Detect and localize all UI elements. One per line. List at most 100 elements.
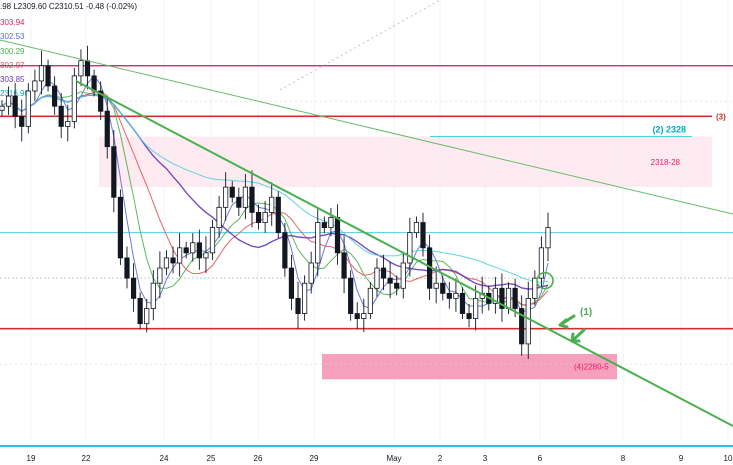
- candle-body: [45, 65, 51, 87]
- highlight-circle: [536, 271, 554, 290]
- candle-body: [150, 282, 156, 309]
- candle-body: [453, 292, 459, 299]
- candle-body: [242, 186, 248, 208]
- candle-body: [519, 308, 525, 345]
- candle-body: [321, 222, 327, 228]
- candle-body: [65, 120, 71, 127]
- candle-body: [394, 282, 400, 289]
- candle-body: [84, 60, 91, 77]
- zone-2318-28: [99, 136, 712, 188]
- candle-body: [499, 287, 505, 309]
- zone-2280-5: [322, 354, 617, 380]
- candle-body: [512, 287, 518, 309]
- candle-body: [459, 292, 466, 314]
- candle-body: [32, 80, 38, 92]
- candle-body: [348, 277, 354, 314]
- x-tick-label: 9: [679, 454, 684, 463]
- candle-body: [295, 297, 301, 314]
- candle-body: [190, 242, 196, 254]
- candle-body: [98, 90, 104, 112]
- candle-body: [104, 110, 110, 148]
- x-tick-label: 25: [207, 454, 216, 463]
- candle-body: [354, 313, 360, 320]
- candle-body: [177, 247, 183, 264]
- candle-body: [374, 267, 380, 289]
- x-tick-label: 26: [254, 454, 263, 463]
- candle-body: [269, 196, 275, 213]
- candle-body: [203, 252, 209, 259]
- candle-body: [315, 222, 321, 264]
- ma-line: [1, 91, 549, 307]
- ma-line: [1, 90, 549, 306]
- candle-body: [223, 186, 229, 208]
- candle-body: [5, 95, 12, 107]
- candle-body: [216, 206, 222, 228]
- x-tick-label: 3: [483, 454, 488, 463]
- candle-body: [308, 262, 314, 284]
- candle-body: [420, 222, 426, 249]
- ma-legend-value-3: 300.29: [0, 46, 25, 56]
- candle-body: [236, 196, 242, 208]
- x-tick-label: 29: [310, 454, 319, 463]
- zone-label-2280-5: (4)2280-5: [574, 363, 609, 372]
- x-tick-label: May: [386, 454, 401, 463]
- annotation-2: (2) 2328: [652, 125, 686, 135]
- ma-legend-value-5: 303.85: [0, 75, 25, 85]
- candle-body: [58, 105, 64, 127]
- ma-line: [1, 94, 549, 290]
- candle-body: [275, 196, 281, 234]
- trendline-main: [75, 80, 733, 427]
- annotation-1: (1): [580, 307, 592, 318]
- candle-body: [117, 196, 124, 259]
- candle-body: [387, 277, 393, 284]
- candle-body: [413, 222, 420, 234]
- x-axis: 19 22 24 25 26 29 May 2 3 6 8 9 10: [0, 445, 733, 463]
- ma-legend-value-6: 2316.96: [0, 89, 29, 99]
- x-tick-label: 2: [438, 454, 443, 463]
- candle-body: [262, 212, 268, 223]
- ma-line: [1, 94, 549, 283]
- annotation-3: (3): [716, 112, 726, 121]
- candle-body: [492, 287, 498, 304]
- candles: [0, 45, 551, 359]
- candle-body: [124, 257, 130, 279]
- candle-body: [196, 242, 202, 259]
- candle-body: [170, 257, 176, 264]
- candle-body: [111, 146, 117, 198]
- candle-body: [538, 247, 545, 279]
- candle-body: [473, 297, 479, 320]
- annotations: 2318-28 (4)2280-5 (1) (2) 2328 (3): [536, 112, 726, 372]
- candle-body: [446, 292, 452, 299]
- x-tick-label: 6: [538, 454, 543, 463]
- candle-body: [0, 105, 5, 111]
- candle-body: [433, 282, 439, 289]
- candle-body: [380, 267, 387, 279]
- candle-body: [249, 186, 255, 213]
- candle-body: [367, 287, 373, 314]
- candle-body: [144, 308, 150, 325]
- ohlc-readout: .98 L2309.60 C2310.51 -0.48 (-0.02%): [0, 2, 137, 11]
- arrow-icon: [558, 314, 576, 329]
- candle-body: [400, 262, 406, 289]
- candle-body: [19, 115, 25, 127]
- candle-body: [302, 282, 308, 314]
- candle-body: [25, 90, 31, 127]
- candle-body: [209, 227, 216, 254]
- candle-body: [328, 217, 334, 228]
- x-tick-label: 22: [82, 454, 91, 463]
- candle-body: [130, 277, 137, 299]
- ma-legend-value-2: 302.53: [0, 32, 25, 42]
- candle-body: [282, 232, 288, 269]
- x-tick-label: 19: [27, 454, 36, 463]
- candle-body: [163, 257, 170, 269]
- trendlines: [0, 0, 733, 427]
- candle-body: [361, 313, 367, 320]
- candle-body: [288, 267, 295, 299]
- candle-body: [38, 65, 45, 82]
- candle-body: [440, 282, 446, 294]
- candle-body: [532, 277, 538, 299]
- candle-body: [255, 212, 262, 223]
- candle-body: [137, 297, 143, 325]
- x-tick-label: 8: [621, 454, 626, 463]
